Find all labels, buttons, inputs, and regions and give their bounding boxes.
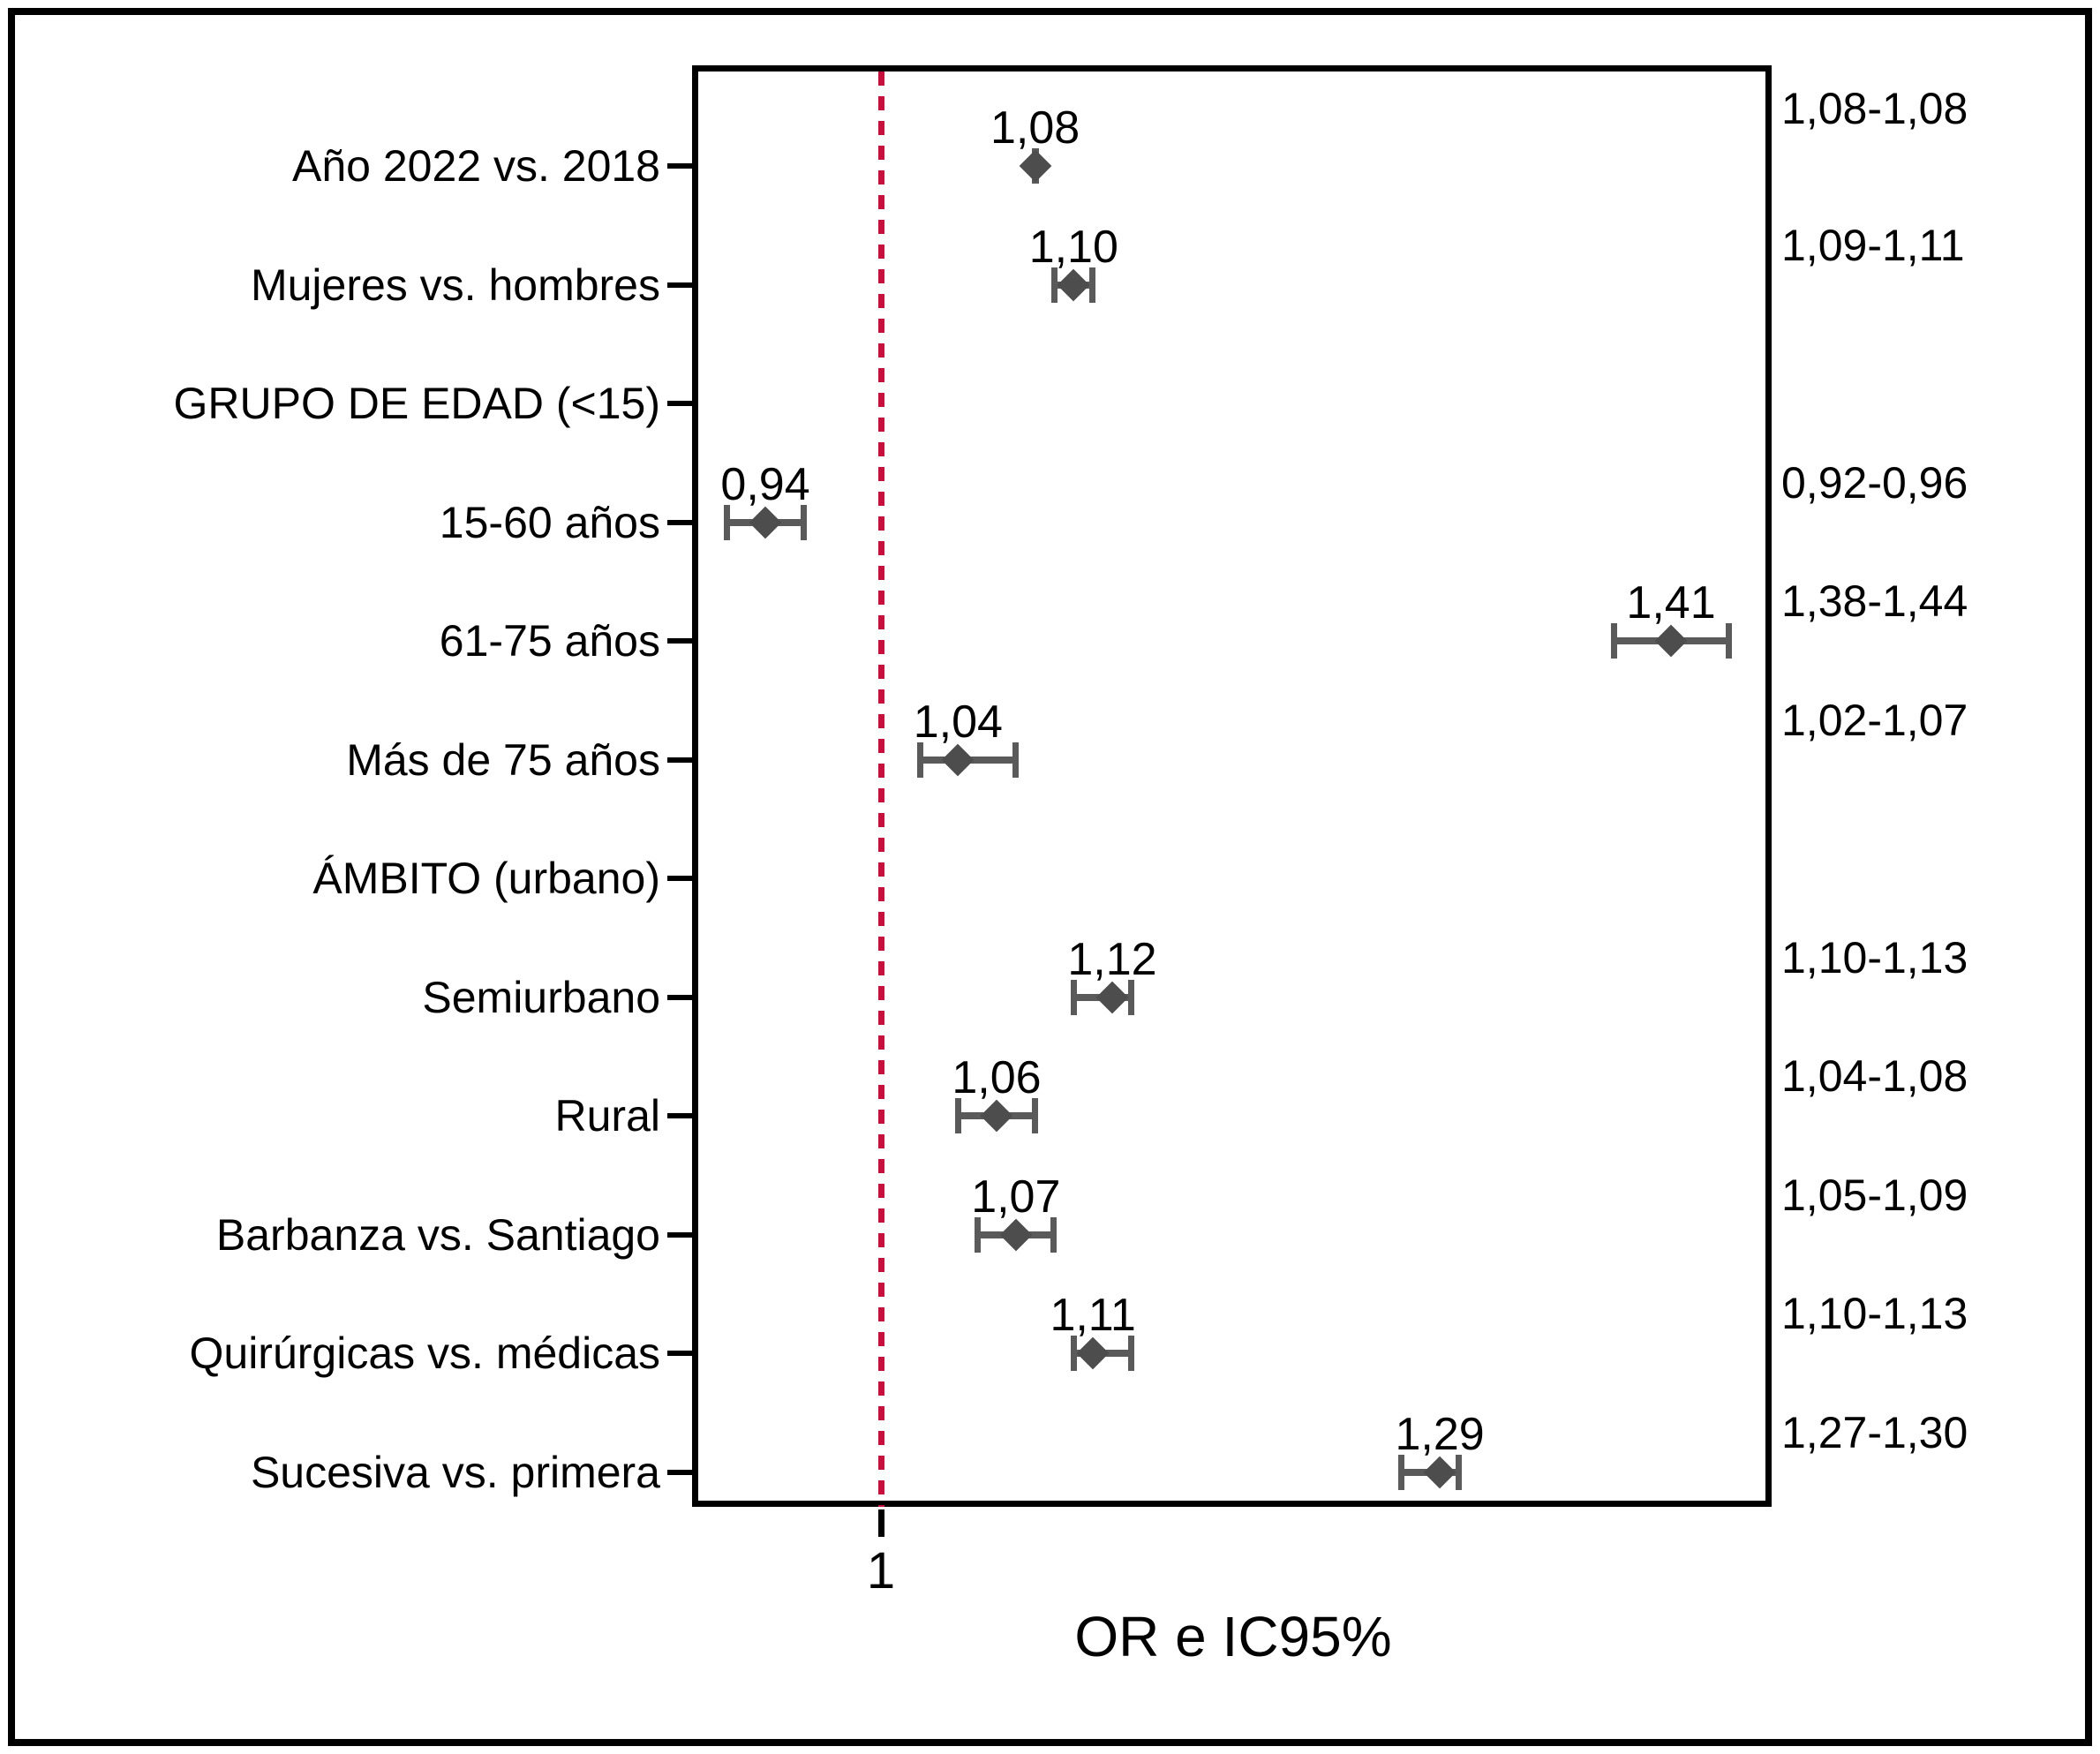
category-label: Barbanza vs. Santiago bbox=[215, 1209, 660, 1260]
ci-range-label: 1,04-1,08 bbox=[1781, 1051, 1968, 1101]
category-label: Sucesiva vs. primera bbox=[250, 1447, 660, 1497]
ci-range-label: 1,09-1,11 bbox=[1781, 220, 1965, 270]
ci-cap-right bbox=[1031, 1098, 1038, 1133]
or-value-label: 1,04 bbox=[913, 696, 1003, 748]
ci-cap-left bbox=[1071, 979, 1078, 1015]
category-label: Mujeres vs. hombres bbox=[250, 260, 660, 310]
ci-cap-left bbox=[1610, 623, 1617, 659]
x-axis-title: OR e IC95% bbox=[1074, 1605, 1392, 1668]
or-value-label: 1,08 bbox=[990, 102, 1080, 154]
y-axis-tick bbox=[667, 638, 695, 644]
category-label: Año 2022 vs. 2018 bbox=[292, 141, 660, 191]
or-value-label: 1,06 bbox=[952, 1052, 1042, 1103]
or-value-label: 1,10 bbox=[1028, 221, 1118, 273]
ci-range-label: 1,02-1,07 bbox=[1781, 695, 1968, 745]
ci-cap-right bbox=[1455, 1454, 1462, 1490]
category-label: Quirúrgicas vs. médicas bbox=[189, 1329, 661, 1378]
y-axis-tick bbox=[667, 994, 695, 1000]
figure-border bbox=[8, 8, 2092, 1746]
or-value-label: 1,11 bbox=[1050, 1290, 1136, 1341]
reference-line-or-1 bbox=[878, 72, 884, 1507]
or-value-label: 1,41 bbox=[1626, 577, 1716, 629]
y-axis-tick bbox=[667, 1469, 695, 1475]
y-axis-tick bbox=[667, 519, 695, 525]
ci-cap-right bbox=[1050, 1216, 1058, 1253]
ci-range-label: 1,10-1,13 bbox=[1781, 1289, 1968, 1338]
category-label: 15-60 años bbox=[439, 497, 660, 547]
x-axis-tick bbox=[878, 1509, 884, 1537]
ci-cap-left bbox=[1071, 1336, 1078, 1371]
ci-cap-left bbox=[975, 1216, 982, 1253]
y-axis-tick bbox=[667, 1113, 695, 1118]
y-axis-tick bbox=[667, 163, 695, 169]
y-axis-tick bbox=[667, 1231, 695, 1238]
ci-cap-right bbox=[1127, 1336, 1134, 1371]
y-axis-tick bbox=[667, 401, 695, 406]
ci-range-label: 0,92-0,96 bbox=[1781, 457, 1968, 508]
ci-range-label: 1,10-1,13 bbox=[1781, 932, 1968, 982]
ci-cap-left bbox=[916, 741, 923, 778]
y-axis-tick bbox=[667, 282, 695, 288]
ci-cap-right bbox=[1012, 741, 1019, 778]
or-value-label: 1,07 bbox=[971, 1171, 1061, 1223]
or-value-label: 1,12 bbox=[1067, 933, 1157, 985]
category-label: GRUPO DE EDAD (<15) bbox=[173, 379, 660, 428]
ci-cap-left bbox=[1051, 267, 1058, 303]
ci-cap-right bbox=[1089, 267, 1096, 303]
or-value-label: 1,29 bbox=[1395, 1408, 1485, 1460]
category-label: ÁMBITO (urbano) bbox=[312, 854, 660, 903]
ci-cap-right bbox=[800, 504, 807, 540]
plot-area bbox=[692, 65, 1772, 1507]
category-label: Semiurbano bbox=[422, 972, 660, 1022]
ci-cap-right bbox=[1127, 979, 1134, 1015]
y-axis-tick bbox=[667, 757, 695, 763]
category-label: Rural bbox=[554, 1091, 660, 1140]
ci-cap-left bbox=[1398, 1454, 1405, 1490]
or-value-label: 0,94 bbox=[720, 458, 810, 510]
ci-cap-left bbox=[724, 504, 731, 540]
category-label: 61-75 años bbox=[439, 616, 660, 666]
ci-cap-right bbox=[1725, 623, 1732, 659]
x-axis-tick-label: 1 bbox=[866, 1542, 896, 1600]
category-label: Más de 75 años bbox=[346, 734, 660, 785]
ci-range-label: 1,05-1,09 bbox=[1781, 1170, 1968, 1220]
y-axis-tick bbox=[667, 1351, 695, 1356]
ci-range-label: 1,38-1,44 bbox=[1781, 576, 1968, 626]
ci-range-label: 1,08-1,08 bbox=[1781, 84, 1968, 133]
ci-range-label: 1,27-1,30 bbox=[1781, 1407, 1968, 1457]
ci-cap-left bbox=[955, 1098, 962, 1133]
y-axis-tick bbox=[667, 876, 695, 881]
